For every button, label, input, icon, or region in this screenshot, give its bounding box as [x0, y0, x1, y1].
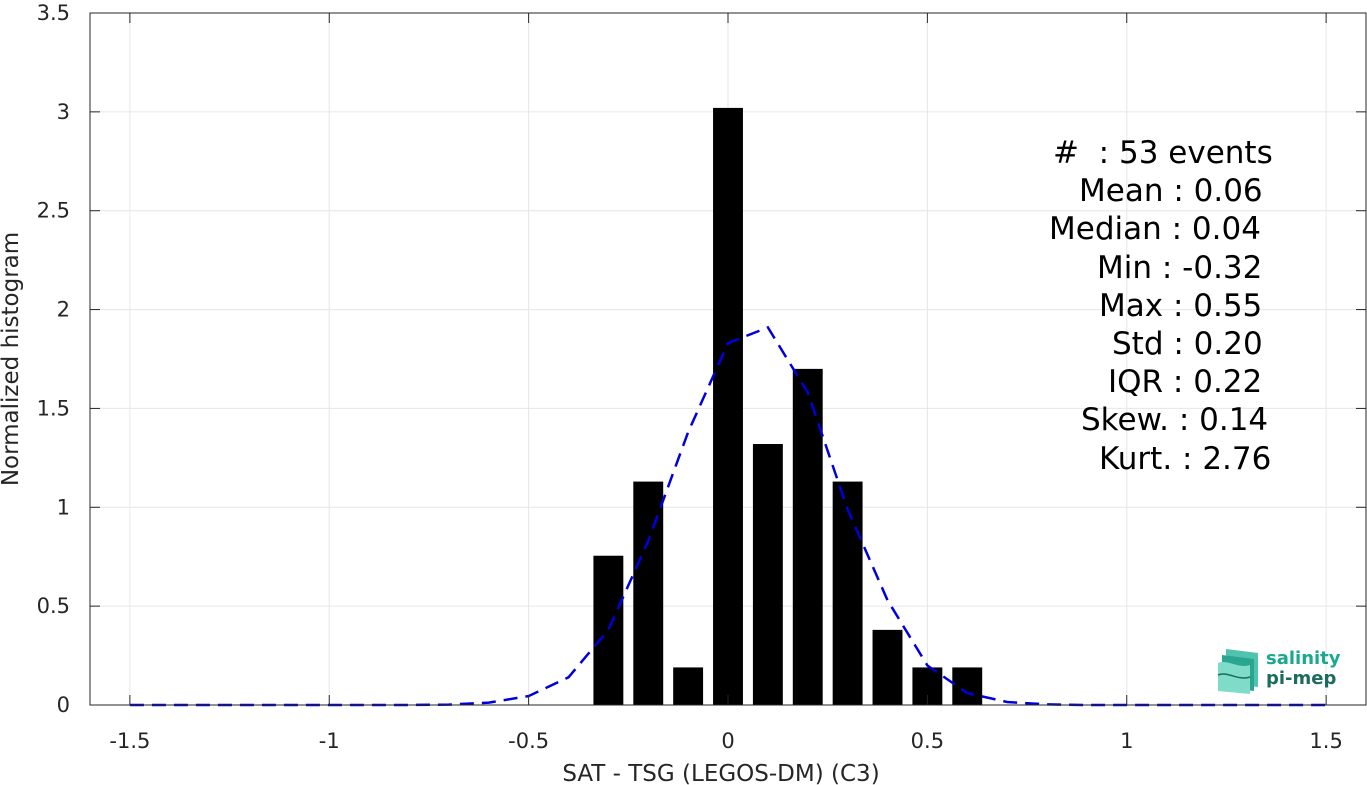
- wave-logo-icon: [1217, 649, 1258, 694]
- y-tick-label: 2.5: [37, 199, 70, 223]
- y-tick-label: 2: [57, 298, 70, 322]
- x-tick-label: 0.5: [911, 729, 944, 753]
- stat-median: Median : 0.04: [1049, 211, 1261, 248]
- histogram-bar: [952, 667, 983, 705]
- histogram-bar: [832, 481, 863, 705]
- y-tick-label: 1.5: [37, 396, 70, 420]
- x-tick-label: 0: [721, 729, 734, 753]
- stat-std: Std : 0.20: [1112, 326, 1263, 363]
- stat-min: Min : -0.32: [1097, 249, 1263, 286]
- stat-iqr: IQR : 0.22: [1108, 364, 1263, 401]
- stat-skew: Skew. : 0.14: [1081, 402, 1269, 439]
- y-axis-label: Normalized histogram: [0, 232, 24, 486]
- y-tick-label: 3.5: [37, 1, 70, 25]
- stat-events: # : 53 events: [1053, 135, 1273, 171]
- logo-text-pimep: pi-mep: [1266, 668, 1337, 689]
- stat-max: Max : 0.55: [1099, 287, 1263, 324]
- histogram-bar: [752, 444, 783, 705]
- histogram-bar: [872, 629, 903, 705]
- x-axis-label: SAT - TSG (LEGOS-DM) (C3): [562, 761, 879, 785]
- histogram-bars: [593, 107, 983, 706]
- x-tick-label: 1: [1120, 729, 1133, 753]
- logo-text-salinity: salinity: [1266, 648, 1341, 669]
- histogram-bar: [673, 667, 704, 705]
- statistics-box: # : 53 events Mean : 0.06 Median : 0.04 …: [1000, 134, 1300, 478]
- histogram-bar: [713, 107, 743, 706]
- salinity-pimep-logo: salinity pi-mep: [1216, 647, 1346, 695]
- x-tick-label: -1: [319, 729, 340, 753]
- histogram-bar: [633, 481, 664, 705]
- stat-mean: Mean : 0.06: [1079, 173, 1263, 210]
- y-tick-label: 1: [57, 495, 70, 519]
- axes-frame: [89, 12, 1367, 706]
- y-tick-label: 0: [57, 693, 70, 717]
- y-tick-label: 3: [57, 100, 70, 124]
- x-tick-label: 1.5: [1309, 729, 1342, 753]
- histogram-bar: [593, 555, 624, 705]
- x-tick-label: -0.5: [508, 729, 549, 753]
- tick-labels: -1.5 -1 -0.5 0 0.5 1 1.5 0 0.5 1 1.5 2 2.5 3 3.5: [37, 1, 1343, 753]
- y-tick-label: 0.5: [37, 594, 70, 618]
- histogram-bar: [792, 368, 823, 705]
- stat-kurt: Kurt. : 2.76: [1099, 440, 1272, 477]
- x-tick-label: -1.5: [109, 729, 150, 753]
